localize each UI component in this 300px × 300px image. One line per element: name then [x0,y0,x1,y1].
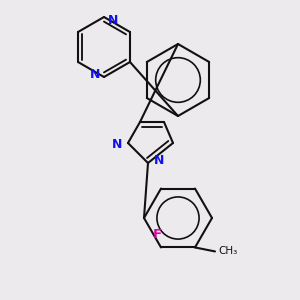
Text: N: N [112,139,122,152]
Text: N: N [154,154,164,167]
Text: N: N [90,68,100,80]
Text: N: N [108,14,119,26]
Text: F: F [152,228,162,242]
Text: CH₃: CH₃ [218,246,237,256]
